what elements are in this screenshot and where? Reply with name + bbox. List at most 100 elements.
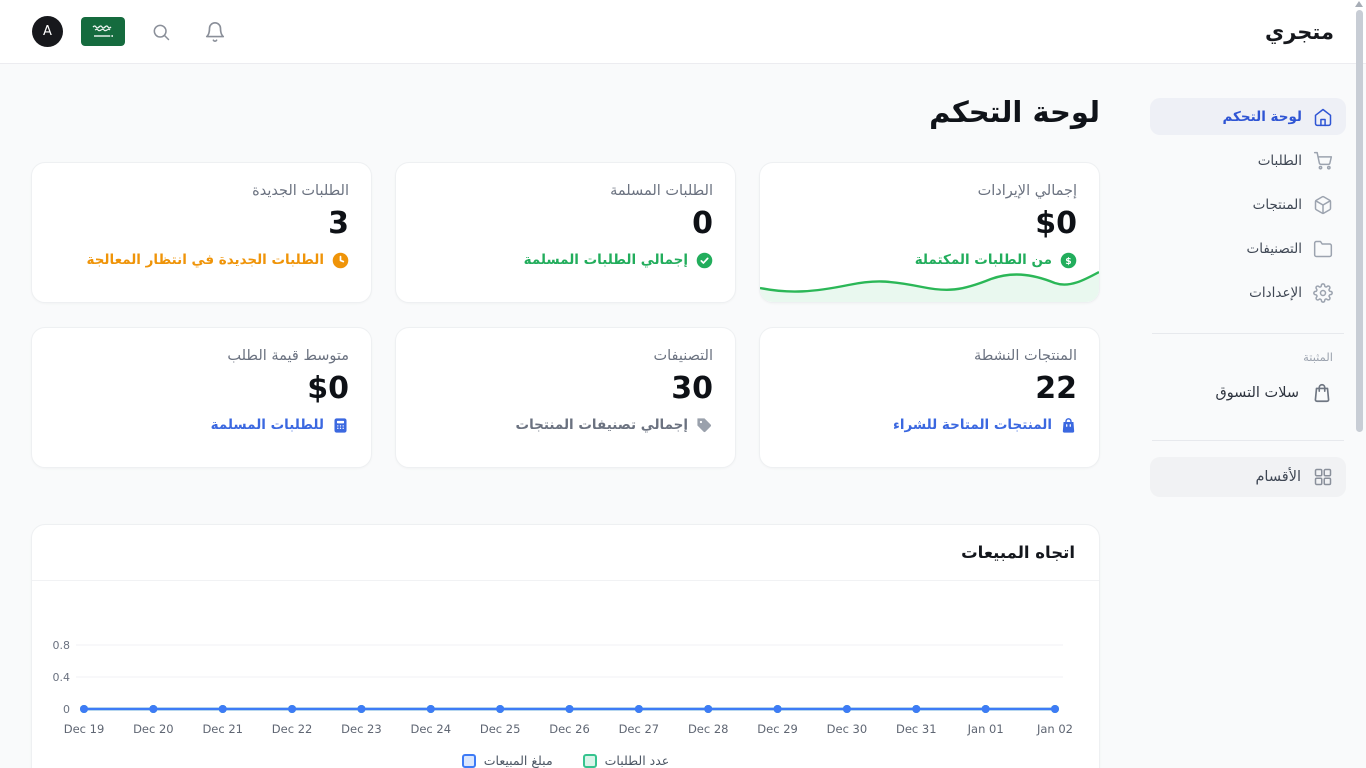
folder-icon <box>1313 239 1333 259</box>
card-title: الطلبات المسلمة <box>610 183 713 199</box>
shopping-bag-filled-icon <box>1060 417 1077 434</box>
data-point <box>357 705 366 713</box>
x-tick-label: Dec 21 <box>202 722 243 736</box>
x-tick-label: Dec 24 <box>411 722 452 736</box>
search-icon <box>153 24 170 40</box>
data-point <box>149 705 158 713</box>
data-point <box>218 705 227 713</box>
data-point <box>981 705 990 713</box>
x-tick-label: Dec 22 <box>272 722 313 736</box>
data-point <box>565 705 574 713</box>
revenue-sparkline <box>760 270 1099 302</box>
data-point <box>496 705 505 713</box>
x-tick-label: Dec 23 <box>341 722 382 736</box>
sidebar-item-label: سلات التسوق <box>1215 385 1299 401</box>
y-tick-label: 0.8 <box>53 639 71 652</box>
chart-title: اتجاه المبيعات <box>961 543 1075 562</box>
pinned-section-title: المثبتة <box>1303 350 1333 364</box>
sidebar-item-label: الطلبات <box>1257 152 1302 169</box>
x-tick-label: Dec 26 <box>549 722 590 736</box>
card-categories: التصنيفات 30 إجمالي تصنيفات المنتجات <box>395 327 736 468</box>
card-value: 22 <box>1035 371 1077 406</box>
page-title: لوحة التحكم <box>929 95 1100 129</box>
card-average-order-value: متوسط قيمة الطلب $0 للطلبات المسلمة <box>31 327 372 468</box>
search-button[interactable] <box>143 14 179 50</box>
shopping-bag-icon <box>1311 382 1333 404</box>
card-value: 3 <box>328 206 349 241</box>
sidebar-item-orders[interactable]: الطلبات <box>1150 142 1346 179</box>
legend-item[interactable]: عدد الطلبات <box>582 753 670 768</box>
card-value: $0 <box>307 371 349 406</box>
package-icon <box>1313 195 1333 215</box>
x-tick-label: Dec 28 <box>688 722 729 736</box>
sidebar-item-settings[interactable]: الإعدادات <box>1150 274 1346 311</box>
sidebar-item-products[interactable]: المنتجات <box>1150 186 1346 223</box>
data-point <box>1051 705 1059 713</box>
card-title: التصنيفات <box>653 348 713 364</box>
sales-trend-chart: 0 0.4 0.8 Dec 19 Dec 20 Dec 21 Dec 22 Dec 23 Dec… <box>53 639 1074 736</box>
card-subtitle: من الطلبات المكتملة <box>914 252 1052 268</box>
card-active-products: المنتجات النشطة 22 المنتجات المتاحة للشر… <box>759 327 1100 468</box>
sidebar-item-label: المنتجات <box>1252 196 1302 213</box>
sidebar-item-label: لوحة التحكم <box>1222 108 1302 125</box>
card-total-revenue: إجمالي الإيرادات $0 $ من الطلبات المكتمل… <box>759 162 1100 303</box>
card-subtitle: إجمالي الطلبات المسلمة <box>523 252 688 268</box>
sidebar-item-shopping-carts[interactable]: سلات التسوق <box>1150 376 1346 410</box>
card-title: المنتجات النشطة <box>973 348 1077 364</box>
tag-icon <box>696 417 713 434</box>
dollar-circle-icon: $ <box>1060 252 1077 269</box>
card-delivered-orders: الطلبات المسلمة 0 إجمالي الطلبات المسلمة <box>395 162 736 303</box>
card-value: 0 <box>692 206 713 241</box>
x-tick-label: Jan 01 <box>967 722 1004 736</box>
data-point <box>288 705 297 713</box>
data-point <box>912 705 921 713</box>
legend-label: عدد الطلبات <box>604 753 670 768</box>
x-tick-label: Jan 02 <box>1036 722 1073 736</box>
x-tick-label: Dec 19 <box>64 722 105 736</box>
legend-swatch <box>582 753 597 768</box>
chart-legend: مبلغ المبيعات عدد الطلبات <box>32 753 1099 768</box>
grid-icon <box>1313 467 1333 487</box>
calculator-icon <box>332 417 349 434</box>
sidebar-item-label: التصنيفات <box>1246 240 1302 257</box>
sidebar-item-label: الأقسام <box>1255 469 1301 485</box>
svg-text:$: $ <box>1065 256 1071 267</box>
sidebar-item-categories[interactable]: التصنيفات <box>1150 230 1346 267</box>
x-tick-label: Dec 29 <box>757 722 798 736</box>
data-point <box>426 705 435 713</box>
y-tick-label: 0 <box>63 703 70 716</box>
sidebar-item-sections[interactable]: الأقسام <box>1150 457 1346 497</box>
legend-item[interactable]: مبلغ المبيعات <box>461 753 553 768</box>
notifications-button[interactable] <box>197 14 233 50</box>
clock-icon <box>332 252 349 269</box>
check-circle-icon <box>696 252 713 269</box>
home-icon <box>1313 107 1333 127</box>
card-subtitle: إجمالي تصنيفات المنتجات <box>515 417 688 433</box>
saudi-flag-icon[interactable] <box>81 17 125 46</box>
y-tick-label: 0.4 <box>53 671 71 684</box>
card-title: الطلبات الجديدة <box>252 183 349 199</box>
x-tick-label: Dec 31 <box>896 722 937 736</box>
x-tick-label: Dec 20 <box>133 722 174 736</box>
data-point <box>634 705 643 713</box>
card-value: $0 <box>1035 206 1077 241</box>
x-tick-label: Dec 30 <box>827 722 868 736</box>
sidebar-divider <box>1152 333 1344 334</box>
sidebar: لوحة التحكم الطلبات المنتجات <box>1150 98 1346 497</box>
card-value: 30 <box>671 371 713 406</box>
sidebar-item-dashboard[interactable]: لوحة التحكم <box>1150 98 1346 135</box>
card-subtitle: للطلبات المسلمة <box>210 417 324 433</box>
x-tick-label: Dec 25 <box>480 722 521 736</box>
data-point <box>842 705 851 713</box>
topbar: A متجري <box>0 0 1366 64</box>
data-point <box>773 705 782 713</box>
gear-icon <box>1313 282 1333 303</box>
stats-grid: إجمالي الإيرادات $0 $ من الطلبات المكتمل… <box>31 162 1100 468</box>
legend-label: مبلغ المبيعات <box>483 753 553 768</box>
scrollbar-up-arrow[interactable] <box>1355 1 1363 7</box>
avatar[interactable]: A <box>32 16 63 47</box>
legend-swatch <box>461 753 476 768</box>
card-subtitle: الطلبات الجديدة في انتظار المعالجة <box>86 252 324 268</box>
card-new-orders: الطلبات الجديدة 3 الطلبات الجديدة في انت… <box>31 162 372 303</box>
scrollbar-thumb[interactable] <box>1356 10 1363 432</box>
